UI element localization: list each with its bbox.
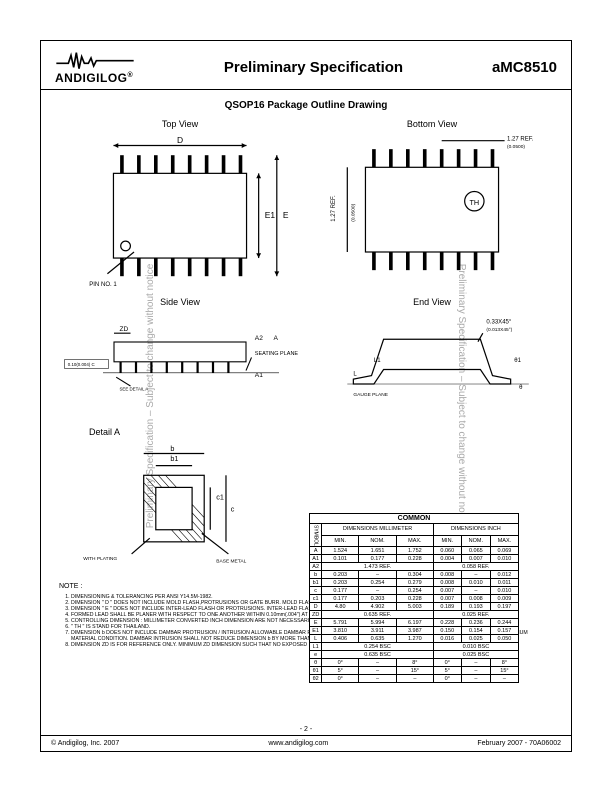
svg-text:ZD: ZD (120, 326, 129, 333)
detail-a-svg: b1 b c1 c WITH PLATING BASE METAL (59, 439, 301, 572)
svg-text:θ: θ (519, 385, 523, 391)
svg-text:SEATING PLANE: SEATING PLANE (255, 351, 299, 357)
svg-text:(0.0500): (0.0500) (351, 203, 357, 221)
svg-text:BASE METAL: BASE METAL (216, 559, 246, 565)
url: www.andigilog.com (268, 740, 328, 747)
table-row: D4.804.9025.0030.1890.1930.197 (310, 603, 519, 611)
svg-text:A1: A1 (255, 372, 263, 379)
page-frame: ANDIGILOG® Preliminary Specification aMC… (40, 40, 572, 752)
svg-text:1.27 REF.: 1.27 REF. (507, 137, 534, 143)
svg-text:A2: A2 (255, 335, 263, 342)
table-row: A21.473 REF.0.058 REF. (310, 563, 519, 571)
table-row: θ0°–8°0°–8° (310, 659, 519, 667)
table-row: A1.5241.6511.7520.0600.0650.069 (310, 547, 519, 555)
hdr-mm: DIMENSIONS MILLIMETER (322, 524, 433, 535)
side-view-svg: SEATING PLANE A2 A A1 ZD 0.10(0.004) C SE… (59, 309, 301, 397)
svg-text:GAUGE PLANE: GAUGE PLANE (353, 392, 388, 398)
end-view-label: End View (311, 297, 553, 307)
table-row: θ20°––0°–– (310, 675, 519, 683)
top-view-label: Top View (59, 119, 301, 129)
svg-text:0.10(0.004) C: 0.10(0.004) C (68, 362, 95, 367)
table-row: b0.203–0.3040.008–0.012 (310, 571, 519, 579)
copyright: © Andigilog, Inc. 2007 (51, 740, 119, 747)
detail-a: Detail A b1 b c1 c WITH PLATING BASE MET… (59, 427, 301, 577)
svg-text:c1: c1 (216, 493, 224, 502)
svg-text:1.27 REF.: 1.27 REF. (331, 195, 337, 222)
bottom-view-svg: TH 1.27 REF.(0.0500) 1.27 REF. (0.0500) (311, 131, 553, 288)
pulse-icon (55, 49, 135, 71)
side-view: Side View SEATING PLANE A2 A A1 ZD 0.10(0… (59, 297, 301, 423)
doc-title: Preliminary Specification (224, 59, 403, 76)
svg-text:E1: E1 (265, 210, 276, 220)
table-row: ZD0.635 REF.0.025 REF. (310, 611, 519, 619)
table-row: c0.177–0.2540.007–0.010 (310, 587, 519, 595)
svg-text:b1: b1 (170, 454, 178, 463)
table-row: θ15°–15°5°–15° (310, 667, 519, 675)
svg-text:L1: L1 (374, 359, 381, 365)
svg-text:PIN NO. 1: PIN NO. 1 (89, 282, 117, 288)
bottom-view: Bottom View TH 1.27 REF.(0.0500) 1.27 RE… (311, 119, 553, 293)
svg-text:L: L (353, 372, 357, 378)
header: ANDIGILOG® Preliminary Specification aMC… (41, 41, 571, 90)
svg-text:c: c (231, 505, 235, 514)
brand-name: ANDIGILOG® (55, 71, 133, 85)
svg-text:D: D (177, 135, 183, 145)
table-row: e0.635 BSC0.025 BSC (310, 651, 519, 659)
detail-a-label: Detail A (59, 427, 301, 437)
table-row: E13.8103.9113.9870.1500.1540.157 (310, 627, 519, 635)
svg-text:TH: TH (470, 198, 480, 207)
dimension-table: COMMON SYMBOLDIMENSIONS MILLIMETERDIMENS… (309, 513, 519, 683)
svg-text:WITH PLATING: WITH PLATING (83, 556, 117, 562)
table-row: E5.7915.9946.1970.2280.2360.244 (310, 619, 519, 627)
table-row: A10.1010.1770.2280.0040.0070.010 (310, 555, 519, 563)
side-view-label: Side View (59, 297, 301, 307)
svg-text:0.33X45°: 0.33X45° (486, 320, 511, 326)
table-row: L10.254 BSC0.010 BSC (310, 643, 519, 651)
svg-text:(0.0500): (0.0500) (507, 144, 525, 150)
diagram-grid: Top View D E1 E PIN NO. 1 Bottom View (41, 111, 571, 427)
footer: © Andigilog, Inc. 2007 www.andigilog.com… (41, 735, 571, 751)
svg-text:SEE DETAIL A: SEE DETAIL A (120, 387, 149, 392)
end-view-svg: GAUGE PLANE L1 θ1 L 0.33X45° (0.013X45°)… (311, 309, 553, 418)
svg-text:θ1: θ1 (514, 359, 521, 365)
top-view-svg: D E1 E PIN NO. 1 (59, 131, 301, 288)
part-number: aMC8510 (492, 59, 557, 76)
hdr-in: DIMENSIONS INCH (433, 524, 518, 535)
doc-code: February 2007 - 70A06002 (477, 740, 561, 747)
svg-text:A: A (274, 335, 279, 342)
table-title: COMMON (309, 513, 519, 523)
table-row: b10.2030.2540.2790.0080.0100.011 (310, 579, 519, 587)
table-row: c10.1770.2030.2280.0070.0080.009 (310, 595, 519, 603)
end-view: End View GAUGE PLANE L1 θ1 L 0.33X45° (0… (311, 297, 553, 423)
logo: ANDIGILOG® (55, 49, 135, 85)
section-title: QSOP16 Package Outline Drawing (41, 100, 571, 111)
bottom-view-label: Bottom View (311, 119, 553, 129)
svg-text:E: E (283, 210, 289, 220)
top-view: Top View D E1 E PIN NO. 1 (59, 119, 301, 293)
page-number: - 2 - (41, 726, 571, 733)
table-row: L0.4060.6351.2700.0160.0250.050 (310, 635, 519, 643)
svg-text:(0.013X45°): (0.013X45°) (486, 327, 512, 333)
svg-text:b: b (170, 444, 174, 453)
